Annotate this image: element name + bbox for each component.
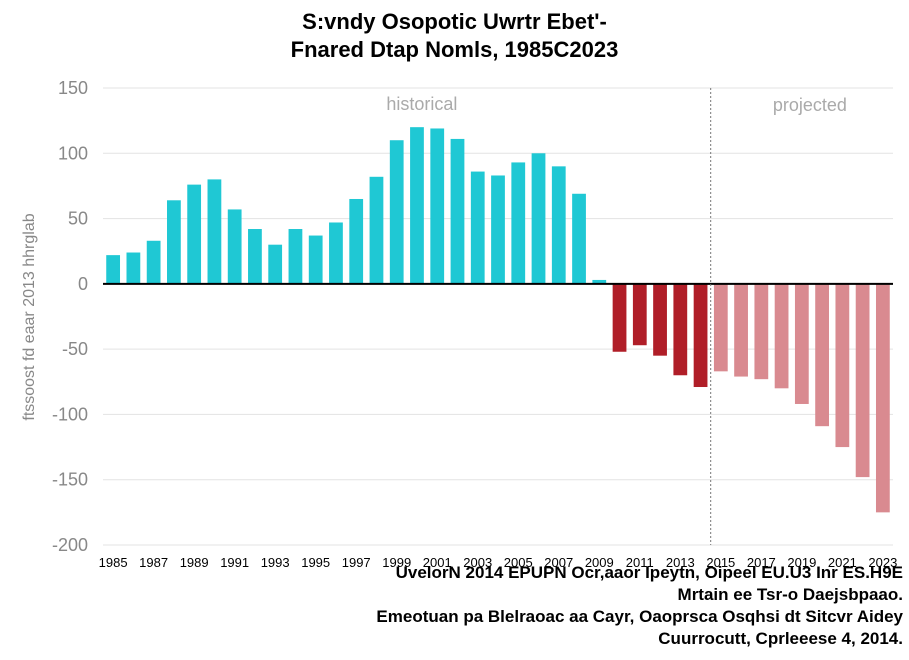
bar-2018 (774, 283, 789, 389)
bar-2012 (653, 283, 667, 356)
x-tick-label: 2011 (626, 555, 654, 570)
source-line-2: Mrtain ee Tsr-o Daejsbpaao. (677, 585, 903, 604)
x-tick-label: 1993 (261, 555, 290, 570)
bar-1991 (227, 209, 242, 284)
chart-title: S:vndy Osopotic Uwrtr Ebet'- Fnared Dtap… (0, 8, 909, 64)
bar-1990 (207, 179, 222, 284)
bar-2016 (734, 283, 748, 377)
y-tick-label: -100 (52, 404, 88, 424)
bar-1986 (126, 252, 141, 284)
source-line-4: Cuurrocutt, Cprleeese 4, 2014. (658, 629, 903, 648)
x-tick-label: 2021 (828, 555, 857, 570)
annotation-projected: projected (773, 95, 847, 115)
bar-1995 (308, 235, 323, 284)
x-tick-label: 2003 (463, 555, 492, 570)
source-line-1: UvelorN 2014 EPUPN Ocr,aaor Ipeytn, Oipe… (395, 563, 903, 582)
bar-2007 (551, 166, 566, 284)
bar-2022 (855, 283, 870, 478)
bar-2003 (470, 171, 485, 284)
y-tick-label: 0 (78, 274, 88, 294)
bar-2017 (754, 283, 769, 380)
x-tick-label: 2013 (666, 555, 695, 570)
source-note: UvelorN 2014 EPUPN Ocr,aaor Ipeytn, Oipe… (376, 562, 903, 650)
x-tick-label: 1999 (382, 555, 411, 570)
bar-2006 (531, 153, 546, 284)
bar-2004 (491, 175, 505, 284)
annotations: historical projected (386, 88, 847, 545)
y-axis-label: ftssoost fd eaar 2013 hhrglab (21, 213, 38, 421)
y-tick-label: -200 (52, 535, 88, 555)
grid-lines (103, 87, 893, 546)
x-tick-label: 1989 (180, 555, 209, 570)
x-tick-label: 1985 (99, 555, 128, 570)
bar-2023 (875, 283, 890, 513)
y-tick-label: -50 (62, 339, 88, 359)
bar-1993 (268, 244, 283, 284)
annotation-historical: historical (386, 94, 457, 114)
source-line-3: Emeotuan pa Blelraoac aa Cayr, Oaoprsca … (376, 607, 903, 626)
bars (103, 127, 893, 513)
x-tick-label: 2017 (747, 555, 776, 570)
bar-1997 (349, 198, 364, 284)
y-tick-label: 100 (58, 143, 88, 163)
bar-1987 (146, 240, 161, 284)
bar-1985 (106, 255, 121, 284)
bar-2019 (794, 283, 809, 404)
x-tick-label: 1995 (301, 555, 330, 570)
bar-2002 (450, 138, 465, 284)
bar-2000 (410, 127, 424, 284)
x-tick-label: 2019 (787, 555, 816, 570)
x-tick-label: 2007 (544, 555, 573, 570)
bar-1998 (369, 176, 384, 284)
bar-2021 (835, 283, 850, 448)
bar-2011 (632, 283, 647, 346)
x-tick-label: 1987 (139, 555, 168, 570)
bar-2010 (612, 283, 627, 352)
x-tick-label: 2005 (504, 555, 533, 570)
bar-1989 (187, 184, 202, 284)
x-tick-label: 2001 (423, 555, 452, 570)
x-tick-label: 2009 (585, 555, 614, 570)
bar-2001 (430, 128, 445, 284)
bar-2020 (815, 283, 829, 427)
bar-1999 (389, 140, 404, 284)
bar-2014 (693, 283, 708, 388)
bar-1988 (167, 200, 181, 284)
chart-title-line-2: Fnared Dtap Nomls, 1985C2023 (290, 37, 619, 62)
y-axis-ticks: 150 100 50 0 -50 -100 -150 -200 (52, 78, 88, 555)
x-axis-ticks: 1985 1987 1989 1991 1993 1995 1997 1999 2001 2003… (99, 555, 898, 570)
bar-1994 (288, 229, 303, 284)
bar-1996 (329, 222, 343, 284)
bar-2005 (511, 162, 526, 284)
bar-2013 (673, 283, 688, 376)
x-tick-label: 1997 (342, 555, 371, 570)
x-tick-label: 2015 (706, 555, 735, 570)
bar-2008 (572, 193, 586, 284)
x-tick-label: 2023 (868, 555, 897, 570)
bar-1992 (248, 229, 262, 284)
chart-title-line-1: S:vndy Osopotic Uwrtr Ebet'- (302, 9, 607, 34)
bar-2015 (713, 283, 728, 372)
y-tick-label: -150 (52, 470, 88, 490)
bar-2009 (592, 279, 607, 284)
y-tick-label: 50 (68, 209, 88, 229)
x-tick-label: 1991 (220, 555, 249, 570)
y-tick-label: 150 (58, 78, 88, 98)
